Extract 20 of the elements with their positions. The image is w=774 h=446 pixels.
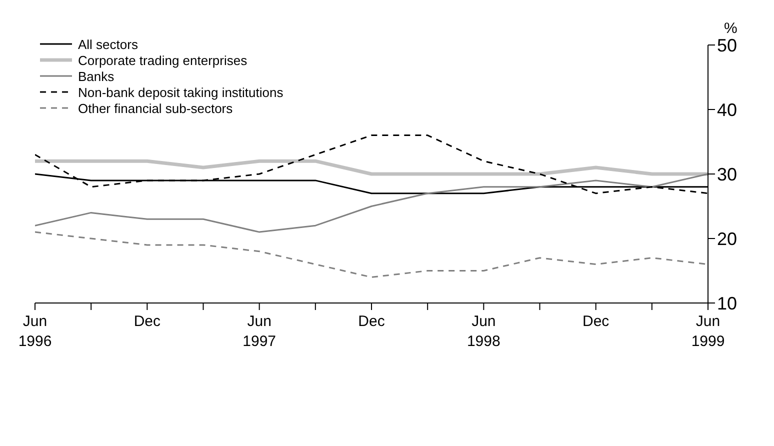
y-tick-label: 50 (717, 35, 738, 56)
legend-label: Other financial sub-sectors (78, 100, 233, 116)
legend-label: Non-bank deposit taking institutions (78, 84, 284, 100)
x-tick-label: Jun 1997 (242, 313, 276, 350)
legend-label: Corporate trading enterprises (78, 52, 248, 68)
y-tick-label: 10 (717, 293, 738, 314)
x-tick-label: Dec (582, 313, 610, 330)
y-axis-title: % (724, 20, 738, 37)
line-series (35, 231, 708, 278)
legend-label: All sectors (78, 36, 138, 52)
x-tick-label: Dec (358, 313, 386, 330)
y-tick-label: 20 (717, 228, 738, 249)
y-tick-label: 30 (717, 164, 738, 184)
y-tick-label: 40 (717, 100, 738, 120)
x-tick-label: Jun 1998 (466, 313, 500, 350)
line-series (35, 173, 708, 233)
legend-label: Banks (78, 68, 114, 84)
x-tick-label: Dec (134, 313, 161, 330)
x-tick-label: Jun 1996 (18, 313, 52, 350)
x-tick-label: Jun 1999 (691, 313, 725, 350)
